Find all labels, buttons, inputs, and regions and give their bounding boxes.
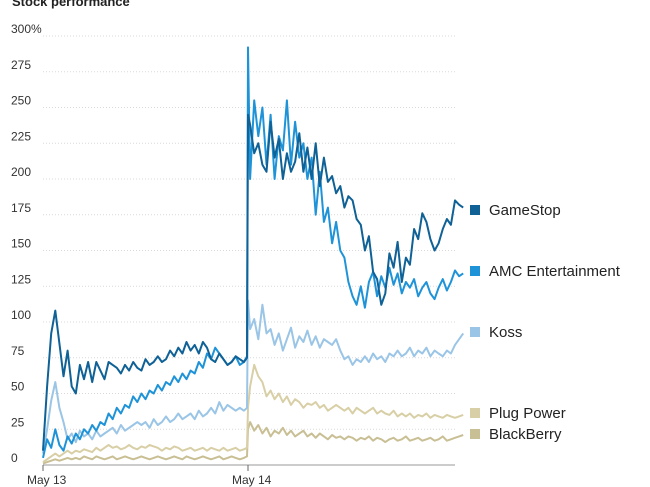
x-tick-label: May 13	[27, 473, 67, 487]
y-tick-label: 100	[11, 308, 31, 322]
chart-title: Stock performance	[12, 0, 130, 9]
series-line-gamestop	[42, 113, 464, 451]
legend-label: GameStop	[489, 202, 561, 219]
legend-label: Koss	[489, 324, 522, 341]
y-tick-label: 275	[11, 58, 31, 72]
series-line-blackberry	[42, 421, 464, 465]
y-tick-label: 25	[11, 415, 25, 429]
legend-label: AMC Entertainment	[489, 263, 621, 280]
y-tick-label: 50	[11, 380, 25, 394]
series-line-plug-power	[42, 363, 464, 463]
x-axis: May 13 May 14	[27, 464, 455, 487]
y-tick-label: 175	[11, 201, 31, 215]
legend: GameStop AMC Entertainment Koss Plug Power B…	[470, 202, 621, 443]
series-line-koss	[42, 299, 465, 454]
series-line-amc-entertainment	[42, 46, 464, 459]
legend-label: BlackBerry	[489, 426, 562, 443]
y-tick-label: 125	[11, 272, 31, 286]
y-tick-label: 75	[11, 344, 25, 358]
y-tick-label: 300%	[11, 22, 42, 36]
y-axis: 0 25 50 75 100 125 150 175 200 225 250 275 300%	[11, 22, 42, 465]
series-lines	[42, 46, 465, 465]
legend-swatch	[470, 205, 480, 215]
y-tick-label: 225	[11, 129, 31, 143]
legend-swatch	[470, 408, 480, 418]
legend-swatch	[470, 266, 480, 276]
legend-swatch	[470, 429, 480, 439]
y-tick-label: 250	[11, 94, 31, 108]
y-tick-label: 0	[11, 451, 18, 465]
legend-label: Plug Power	[489, 405, 566, 422]
legend-swatch	[470, 327, 480, 337]
y-tick-label: 200	[11, 165, 31, 179]
x-tick-label: May 14	[232, 473, 272, 487]
y-tick-label: 150	[11, 237, 31, 251]
